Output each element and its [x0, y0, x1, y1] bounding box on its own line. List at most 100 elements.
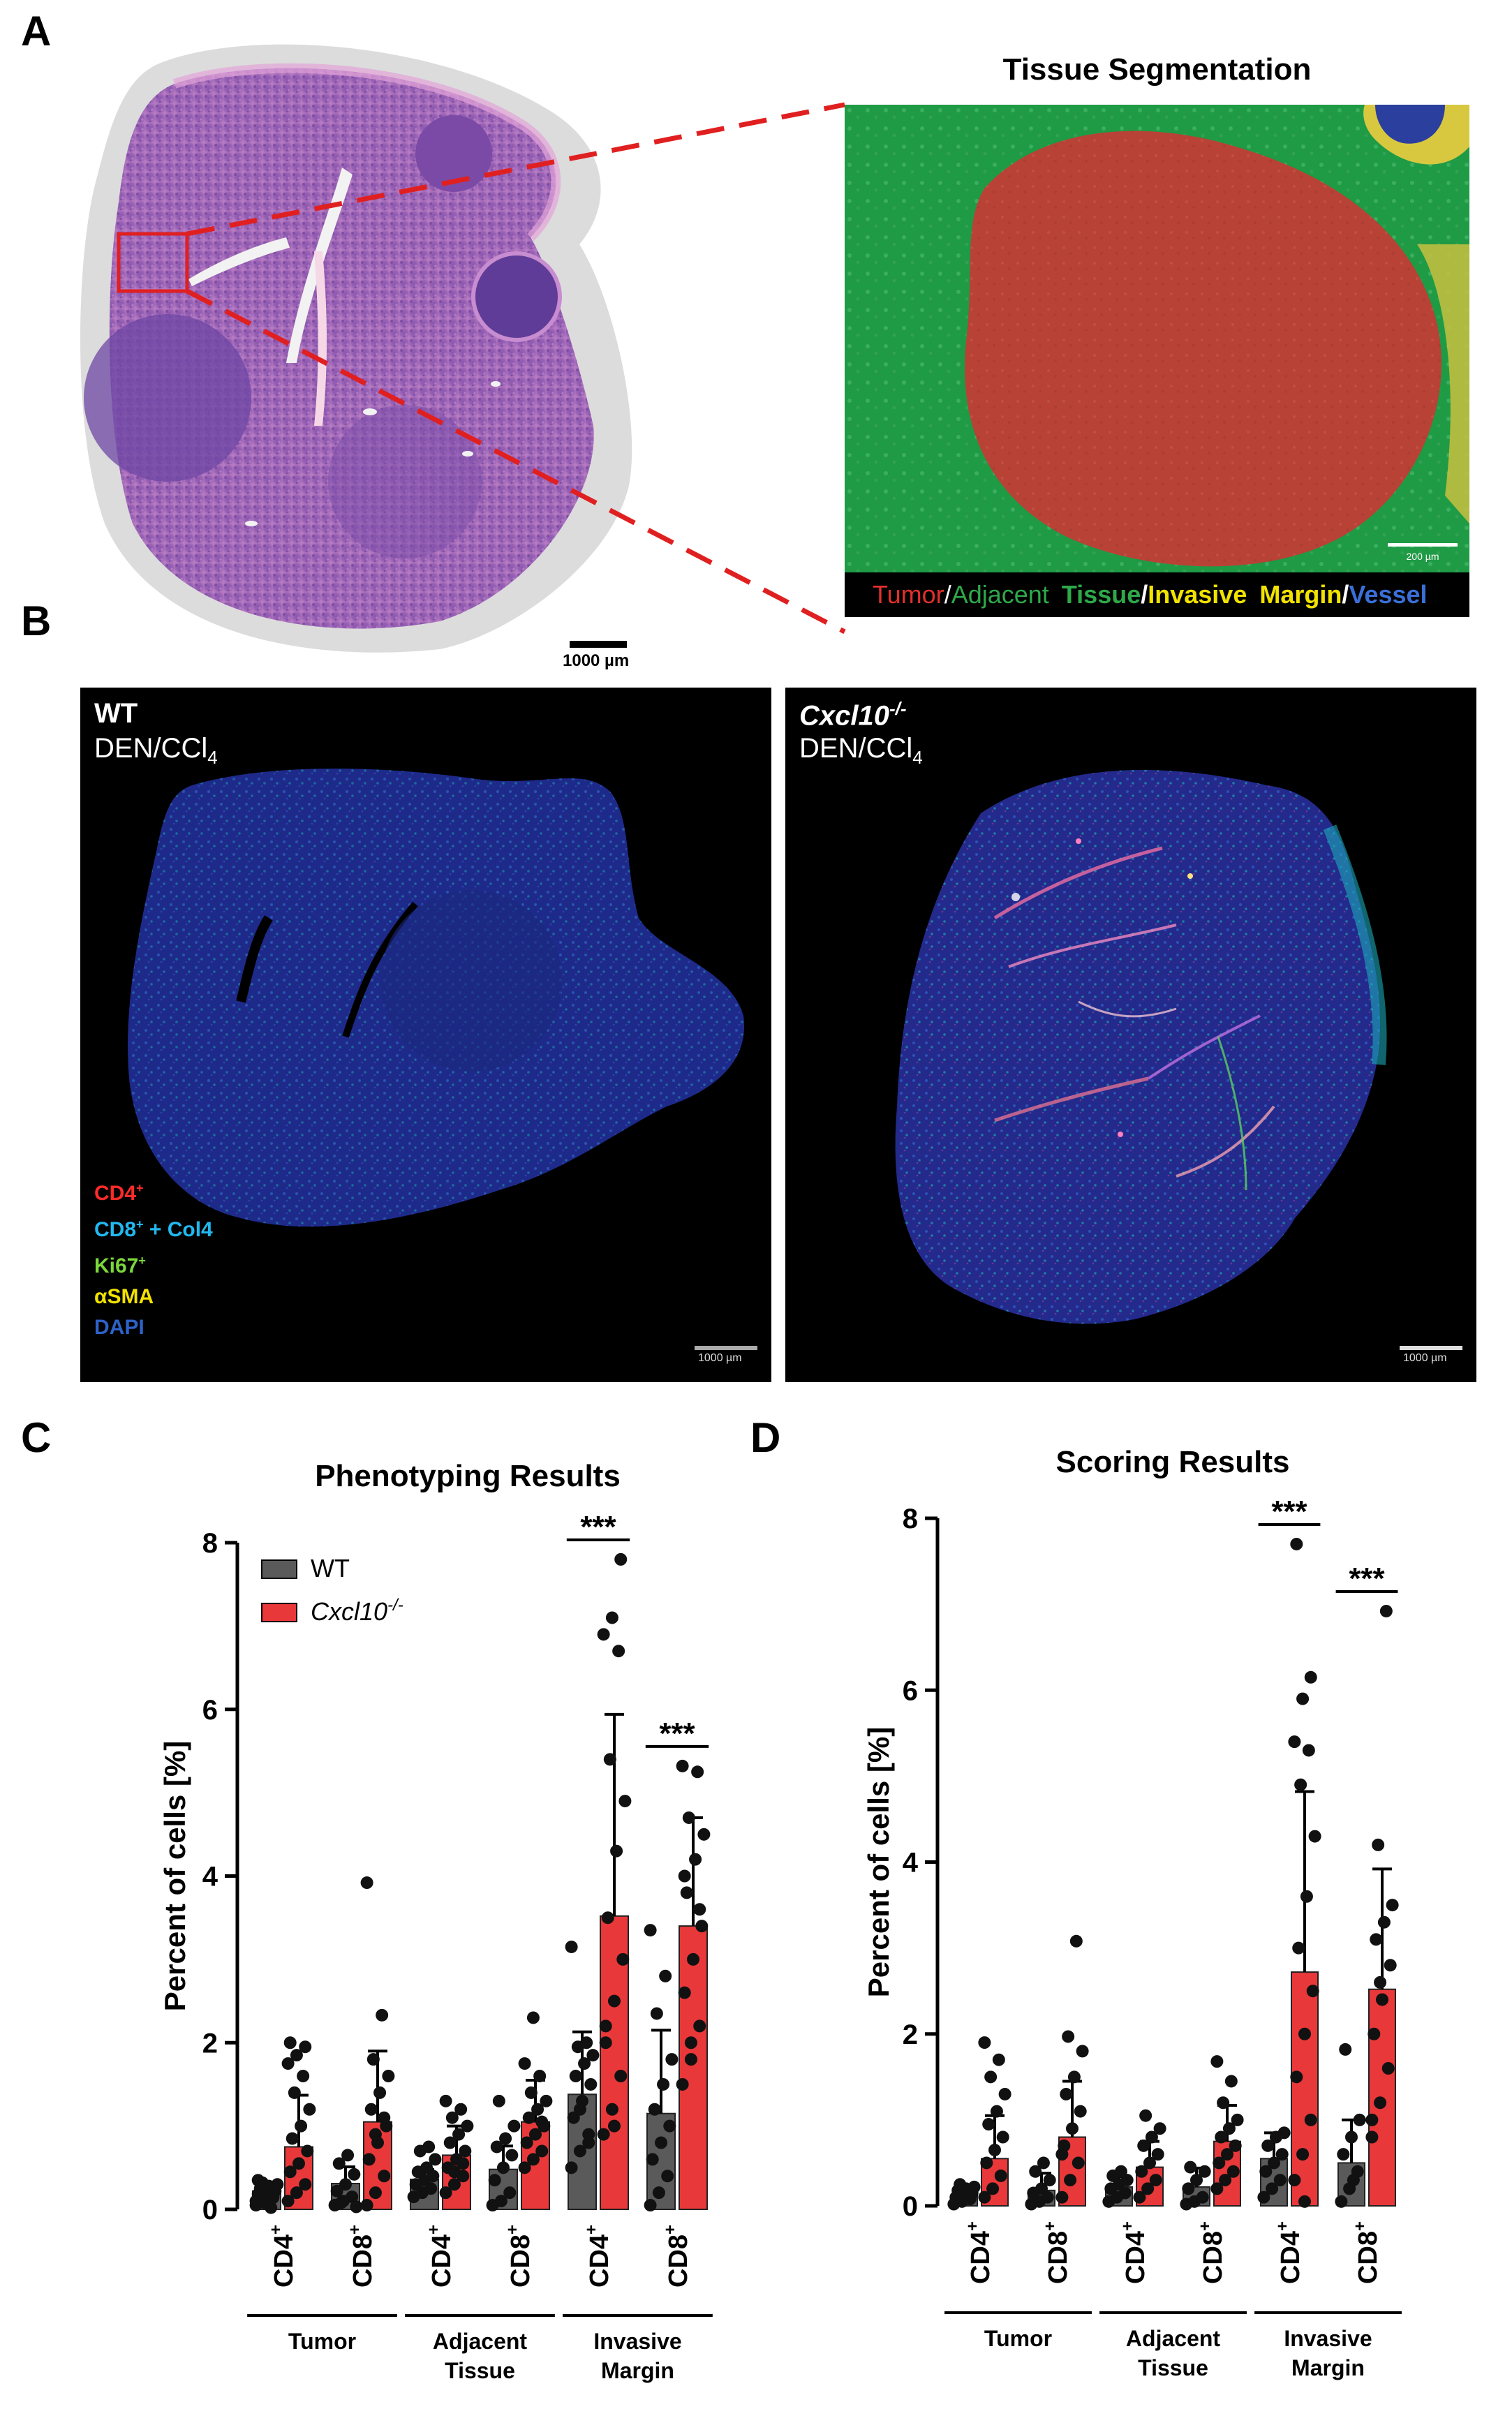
data-point: [661, 2170, 674, 2183]
data-point: [1062, 2030, 1075, 2043]
y-tick-label: 8: [202, 1528, 218, 1559]
channel-base: CD4: [94, 1182, 137, 1205]
data-point: [1370, 1933, 1383, 1946]
category-label: CD4+: [963, 2221, 995, 2284]
data-point: [1145, 2130, 1158, 2144]
data-point: [376, 2008, 389, 2022]
he-scale-label: 1000 µm: [563, 651, 630, 670]
legend-tumor: Tumor: [873, 580, 944, 609]
y-tick-label: 0: [202, 2195, 218, 2225]
data-point: [988, 2143, 1001, 2156]
channel-dapi: DAPI: [94, 1312, 213, 1343]
if-panel-wt: WT DEN/CCl4 CD4+ CD8+ + Col4 Ki67+ αSMA …: [80, 688, 771, 1382]
category-label: CD8+: [661, 2225, 693, 2288]
treatment-text: DEN/CCl: [94, 733, 208, 764]
data-point: [616, 1952, 630, 1966]
data-point: [1043, 2174, 1056, 2187]
data-point: [691, 1765, 704, 1779]
data-point: [1137, 2139, 1150, 2152]
data-point: [1190, 2174, 1203, 2187]
data-point: [1221, 2148, 1233, 2161]
if-tissue-ko: [895, 769, 1387, 1324]
if-panel-ko: Cxcl10-/- DEN/CCl4 1000 µm: [785, 688, 1476, 1382]
y-tick-label: 2: [903, 2019, 918, 2050]
data-point: [1133, 2191, 1146, 2204]
data-point: [984, 2070, 998, 2084]
category-label: CD8+: [503, 2225, 535, 2288]
data-point: [1153, 2122, 1166, 2135]
data-point: [689, 1853, 702, 1866]
bar-ko: [679, 1925, 708, 2210]
data-point: [271, 2178, 284, 2191]
data-point: [301, 2144, 314, 2158]
data-point: [1143, 2156, 1156, 2170]
data-point: [1298, 2195, 1311, 2208]
data-point: [1060, 2087, 1073, 2100]
data-point: [569, 2070, 582, 2082]
y-tick-label: 0: [903, 2191, 918, 2222]
category-sup: +: [1118, 2221, 1137, 2231]
data-point: [490, 2140, 503, 2154]
group-label: Margin: [1291, 2355, 1365, 2380]
data-point: [1290, 2070, 1303, 2084]
data-point: [1219, 2174, 1232, 2187]
data-point: [1379, 1604, 1393, 1617]
data-point: [445, 2111, 459, 2124]
data-point: [978, 2036, 991, 2049]
category-sup: +: [1196, 2221, 1215, 2231]
data-point: [283, 2165, 297, 2179]
data-point: [599, 2036, 612, 2049]
data-point: [1306, 1985, 1319, 1998]
data-point: [597, 1628, 610, 1641]
data-point: [1141, 2182, 1155, 2195]
channel-sup: +: [138, 1254, 146, 1268]
data-point: [1210, 2182, 1224, 2195]
data-point: [1288, 1735, 1301, 1749]
data-point: [454, 2103, 468, 2116]
data-point: [1273, 2174, 1287, 2187]
genotype-sup: -/-: [889, 698, 907, 719]
group-label: Tumor: [288, 2329, 356, 2354]
data-point: [1066, 2122, 1079, 2135]
data-point: [1290, 1537, 1303, 1550]
data-point: [678, 1986, 691, 1999]
data-point: [1294, 1778, 1307, 1791]
category-label: CD4+: [424, 2225, 457, 2288]
data-point: [1210, 2055, 1224, 2068]
channel-base: CD8: [94, 1218, 137, 1241]
data-point: [1372, 1838, 1385, 1851]
y-tick-label: 2: [202, 2028, 218, 2059]
data-point: [507, 2119, 521, 2133]
data-point: [659, 1969, 672, 1982]
category-label: CD8+: [1196, 2221, 1228, 2284]
data-point: [429, 2153, 442, 2166]
if-channel-legend: CD4+ CD8+ + Col4 Ki67+ αSMA DAPI: [94, 1173, 213, 1343]
category-label: CD8+: [346, 2225, 378, 2288]
data-point: [295, 2119, 308, 2133]
data-point: [612, 1645, 625, 1658]
data-point: [332, 2157, 346, 2170]
data-point: [1231, 2113, 1244, 2126]
data-point: [605, 2103, 618, 2116]
data-point: [990, 2105, 1003, 2118]
segmentation-scale-label: 200 µm: [1407, 551, 1439, 562]
legend-ko-label: Cxcl10-/-: [311, 1596, 403, 1626]
data-point: [601, 1911, 614, 1925]
data-point: [582, 2136, 595, 2149]
data-point: [1337, 2148, 1350, 2161]
data-point: [1266, 2182, 1279, 2195]
data-point: [286, 2132, 299, 2145]
data-point: [968, 2180, 981, 2193]
data-point: [1064, 2174, 1077, 2187]
data-point: [680, 1886, 693, 1899]
legend-slash: /: [1342, 580, 1349, 609]
data-point: [1257, 2191, 1270, 2204]
legend-ko-text: Cxcl10: [311, 1597, 387, 1626]
data-point: [457, 2157, 470, 2170]
data-point: [684, 2036, 697, 2049]
data-point: [443, 2136, 457, 2149]
if-wt-title: WT: [94, 698, 138, 729]
data-point: [420, 2161, 433, 2174]
if-ko-scale-bar: [1400, 1346, 1462, 1350]
data-point: [676, 2077, 689, 2091]
